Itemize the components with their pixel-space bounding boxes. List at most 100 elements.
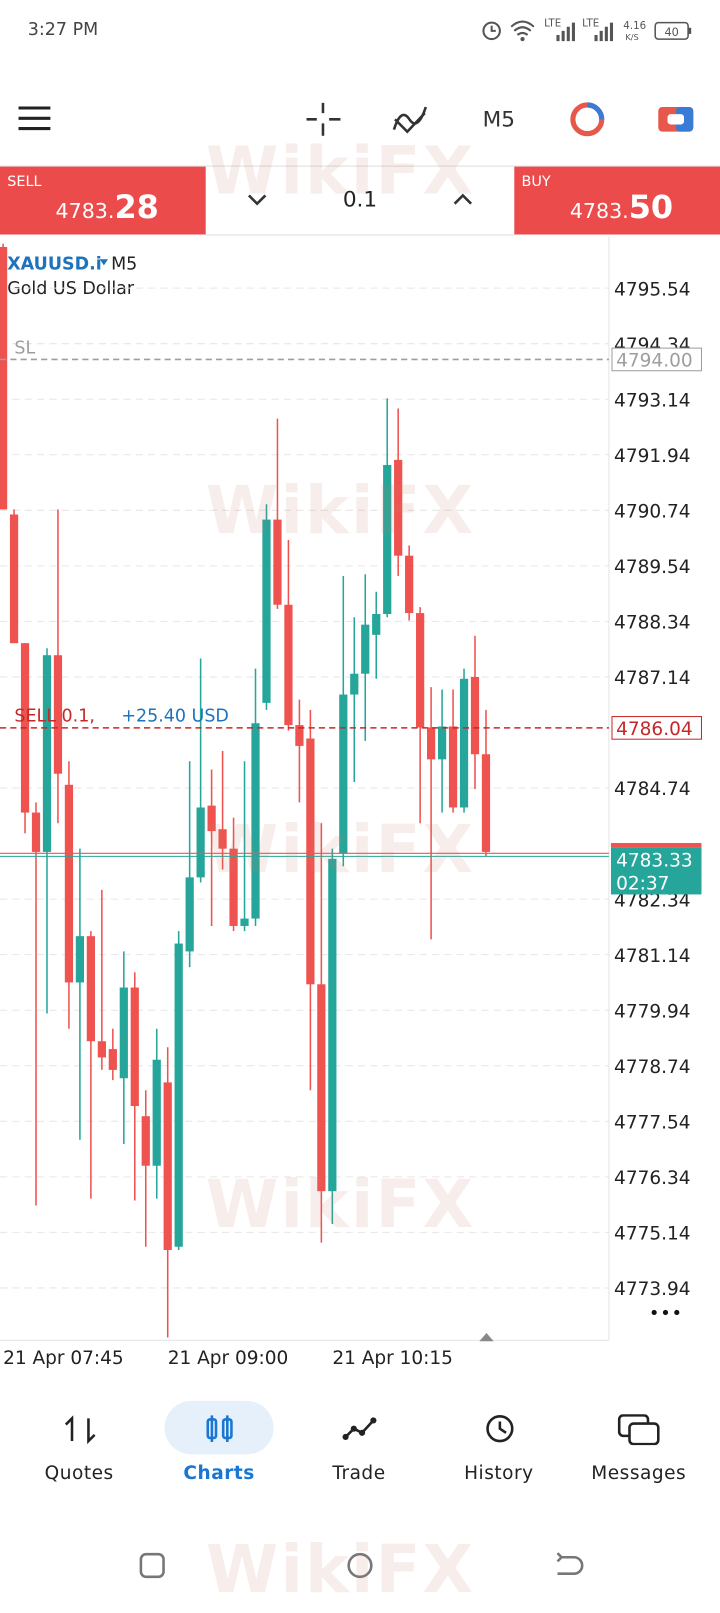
candle-body (31, 812, 41, 852)
y-tick-label: 4782.34 (614, 890, 691, 911)
account-button[interactable] (570, 102, 605, 137)
system-nav (139, 1552, 584, 1579)
symbol[interactable]: XAUUSD.i (7, 254, 102, 274)
y-tick-label: 4787.14 (614, 668, 691, 689)
candle-body (229, 848, 238, 926)
candle-body (207, 805, 216, 832)
lte-label: LTE (544, 18, 561, 30)
candle-body (185, 877, 194, 952)
price-main: 4783. (569, 198, 629, 224)
x-tick-label: 21 Apr 10:15 (332, 1348, 453, 1369)
candle-body (141, 1116, 150, 1166)
back-button[interactable] (556, 1552, 584, 1575)
candle-body (42, 655, 52, 852)
trade-button[interactable] (658, 106, 694, 132)
y-tick-label: 4789.54 (614, 557, 691, 578)
crosshair-button[interactable] (306, 102, 341, 136)
buy-label: BUY (521, 173, 551, 191)
candle-body (152, 1059, 161, 1166)
speed-unit: K/S (625, 32, 638, 42)
sell-label: SELL (7, 173, 42, 191)
y-tick-label: 4784.74 (614, 779, 691, 800)
home-button[interactable] (347, 1552, 373, 1579)
candle-body (339, 694, 348, 854)
candle-body (97, 1041, 106, 1058)
chart: XAUUSD.i M5 Gold US Dollar 4795.544794.3… (0, 236, 702, 1369)
candle-body (108, 1049, 117, 1070)
menu-button[interactable] (18, 106, 51, 131)
candle-body (481, 754, 491, 852)
nav-label: Trade (332, 1462, 386, 1485)
candle-body (426, 727, 436, 760)
nav-label: Charts (183, 1462, 255, 1485)
candle-body (130, 987, 139, 1107)
x-tick-label: 21 Apr 09:00 (168, 1348, 289, 1369)
price-big: 28 (114, 189, 159, 227)
divider (0, 165, 720, 167)
symbol-description: Gold US Dollar (7, 279, 135, 299)
more-button[interactable] (651, 1309, 680, 1316)
timeframe-button[interactable]: M5 (483, 108, 515, 133)
price-main: 4783. (55, 198, 115, 224)
y-tick-label: 4775.14 (614, 1224, 691, 1245)
buy-button[interactable]: BUY 4783.50 (514, 166, 720, 235)
buy-price: 4783.50 (570, 189, 673, 226)
candle-body (251, 723, 260, 919)
nav-item[interactable]: Trade (302, 1401, 415, 1494)
candle-body (470, 676, 480, 755)
nav-item[interactable]: History (442, 1401, 555, 1494)
volume-down[interactable] (245, 191, 270, 207)
y-tick-label: 4793.14 (614, 390, 691, 411)
nav-item[interactable]: Messages (582, 1401, 695, 1494)
volume[interactable]: 0.1 (342, 187, 378, 212)
volume-up[interactable] (451, 191, 476, 207)
nav-label: History (464, 1462, 534, 1485)
y-tick-label: 4795.54 (614, 279, 691, 300)
candle-body (196, 807, 205, 878)
y-tick-label: 4773.94 (614, 1279, 691, 1300)
level-text: SL (14, 338, 35, 358)
candle-body (383, 464, 392, 615)
nav-item[interactable]: Charts (164, 1400, 274, 1484)
toolbar: M5 (18, 102, 694, 137)
battery: 40 (664, 26, 678, 39)
y-tick-label: 4776.34 (614, 1168, 691, 1189)
level-price-label: 4794.00 (616, 351, 693, 372)
candle-body (459, 678, 469, 808)
nav-item[interactable]: Quotes (23, 1401, 136, 1494)
level-price-box (611, 716, 702, 740)
candle-body (119, 987, 128, 1079)
level-profit: +25.40 USD (121, 707, 229, 727)
sell-button[interactable]: SELL 4783.28 (0, 166, 206, 235)
scroll-marker (479, 1333, 494, 1342)
candle-body (361, 624, 370, 674)
candle-body (64, 784, 74, 983)
bid-price: 4783.33 (616, 851, 693, 872)
status-icons: LTE LTE 4.16 K/S 40 (482, 18, 692, 42)
y-tick-label: 4781.14 (614, 946, 691, 967)
speed: 4.16 (623, 20, 646, 32)
y-tick-label: 4779.94 (614, 1001, 691, 1022)
volume-panel: 0.1 (205, 167, 515, 236)
candle-body (284, 604, 293, 726)
clock: 3:27 PM (27, 19, 99, 41)
level-price-label: 4786.04 (616, 719, 693, 740)
price-big: 50 (628, 189, 674, 227)
bid-timer: 02:37 (616, 873, 669, 894)
indicators-button[interactable] (392, 106, 428, 134)
candle-body (295, 725, 304, 746)
level-text: SELL 0.1, (14, 707, 94, 727)
candle-body (174, 943, 183, 1247)
candle-body (240, 918, 249, 926)
candle-body (317, 984, 326, 1192)
recents-button[interactable] (139, 1552, 165, 1579)
y-tick-label: 4788.34 (614, 613, 691, 634)
symbol-dropdown[interactable] (99, 259, 108, 266)
candle-body (328, 858, 337, 1192)
y-tick-label: 4777.54 (614, 1112, 691, 1133)
candle-body (75, 936, 85, 983)
candle-body (0, 246, 8, 510)
candle-body (86, 936, 95, 1042)
